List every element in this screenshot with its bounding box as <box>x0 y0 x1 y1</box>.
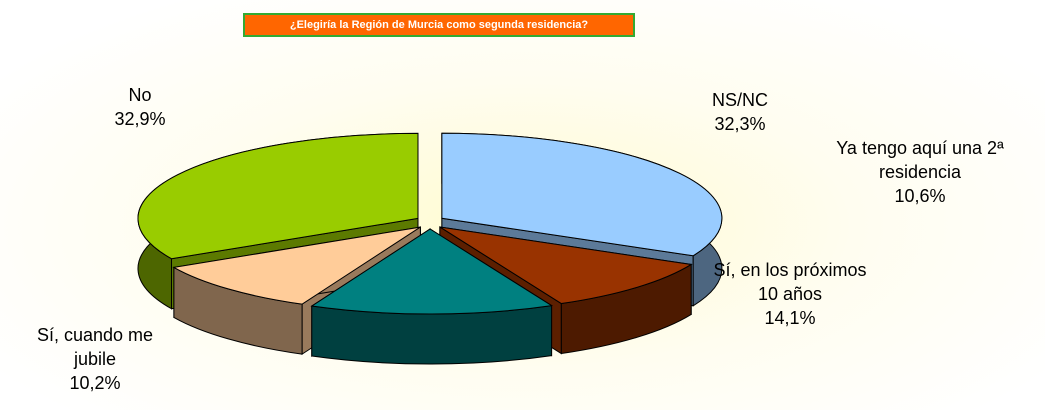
category-label: Sí, en los próximos 10 años <box>713 260 867 304</box>
slice <box>439 226 693 305</box>
value-label: 32,9% <box>114 109 166 129</box>
slice-label: Sí, en los próximos 10 años 14,1% <box>705 258 875 330</box>
slice-label: NS/NC 32,3% <box>690 88 790 136</box>
slice <box>441 132 723 257</box>
slice <box>310 228 553 315</box>
slice <box>137 132 419 260</box>
value-label: 14,1% <box>764 308 816 328</box>
slice-label: No 32,9% <box>90 83 190 131</box>
chart-title: ¿Elegiría la Región de Murcia como segun… <box>243 13 635 37</box>
value-label: 32,3% <box>714 114 766 134</box>
category-label: Ya tengo aquí una 2ª residencia <box>836 138 1004 182</box>
slice-label: Ya tengo aquí una 2ª residencia 10,6% <box>835 136 1005 208</box>
category-label: Sí, cuando me jubile <box>36 325 154 369</box>
category-label: No <box>128 85 152 105</box>
slice <box>172 226 421 305</box>
slice-label: Sí, cuando me jubile 10,2% <box>25 323 165 395</box>
value-label: 10,2% <box>69 373 121 393</box>
value-label: 10,6% <box>894 186 946 206</box>
category-label: NS/NC <box>711 90 768 110</box>
